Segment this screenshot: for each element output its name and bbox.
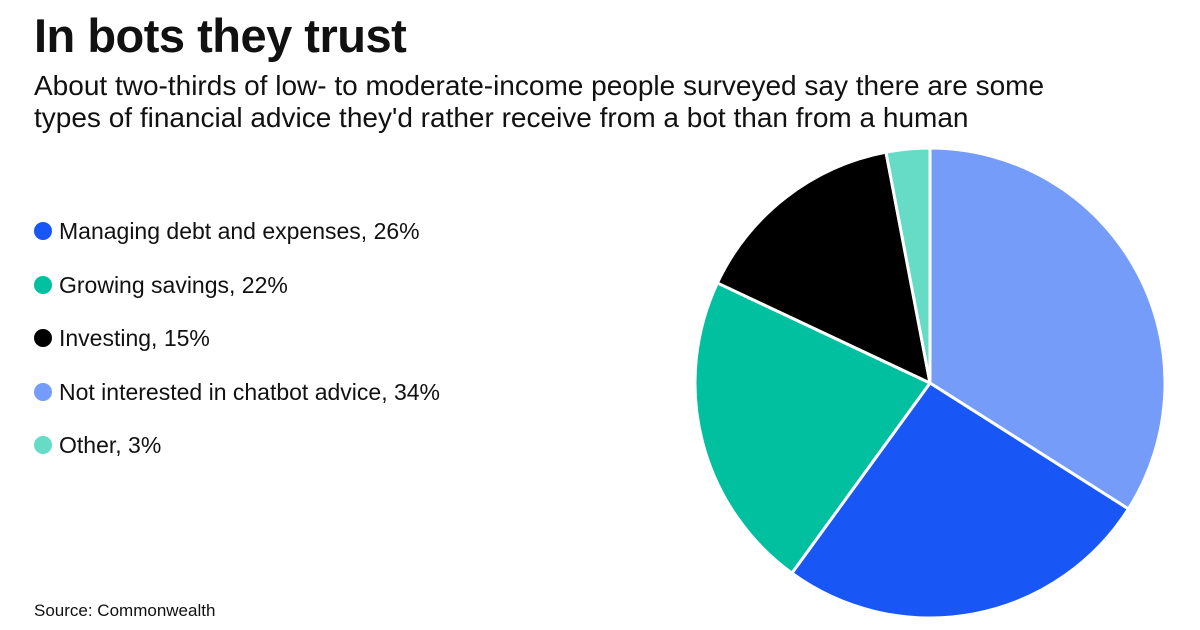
legend: Managing debt and expenses, 26% Growing … <box>34 216 440 484</box>
legend-label-investing: Investing, 15% <box>59 325 210 351</box>
legend-label-other: Other, 3% <box>59 432 162 458</box>
legend-label-not-interested: Not interested in chatbot advice, 34% <box>59 378 441 405</box>
legend-swatch-investing <box>34 329 52 347</box>
legend-item-managing-debt: Managing debt and expenses, 26% <box>34 216 440 246</box>
legend-item-growing-savings: Growing savings, 22% <box>34 270 440 300</box>
legend-label-growing-savings: Growing savings, 22% <box>59 271 288 298</box>
legend-swatch-other <box>34 436 52 454</box>
legend-swatch-managing-debt <box>34 222 52 240</box>
chart-title: In bots they trust <box>34 9 407 62</box>
legend-item-other: Other, 3% <box>34 430 440 460</box>
legend-label-managing-debt: Managing debt and expenses, 26% <box>59 218 420 244</box>
pie-slice-other <box>884 146 932 385</box>
legend-item-investing: Investing, 15% <box>34 323 440 353</box>
legend-item-not-interested: Not interested in chatbot advice, 34% <box>34 377 440 407</box>
legend-swatch-not-interested <box>34 382 52 401</box>
pie-slice-managing-debt-and-expenses <box>790 381 1130 620</box>
source-note: Source: Commonwealth <box>34 601 216 620</box>
pie-slice-investing <box>715 150 932 385</box>
chart-subtitle: About two-thirds of low- to moderate-inc… <box>34 70 1045 133</box>
legend-swatch-growing-savings <box>34 275 52 294</box>
